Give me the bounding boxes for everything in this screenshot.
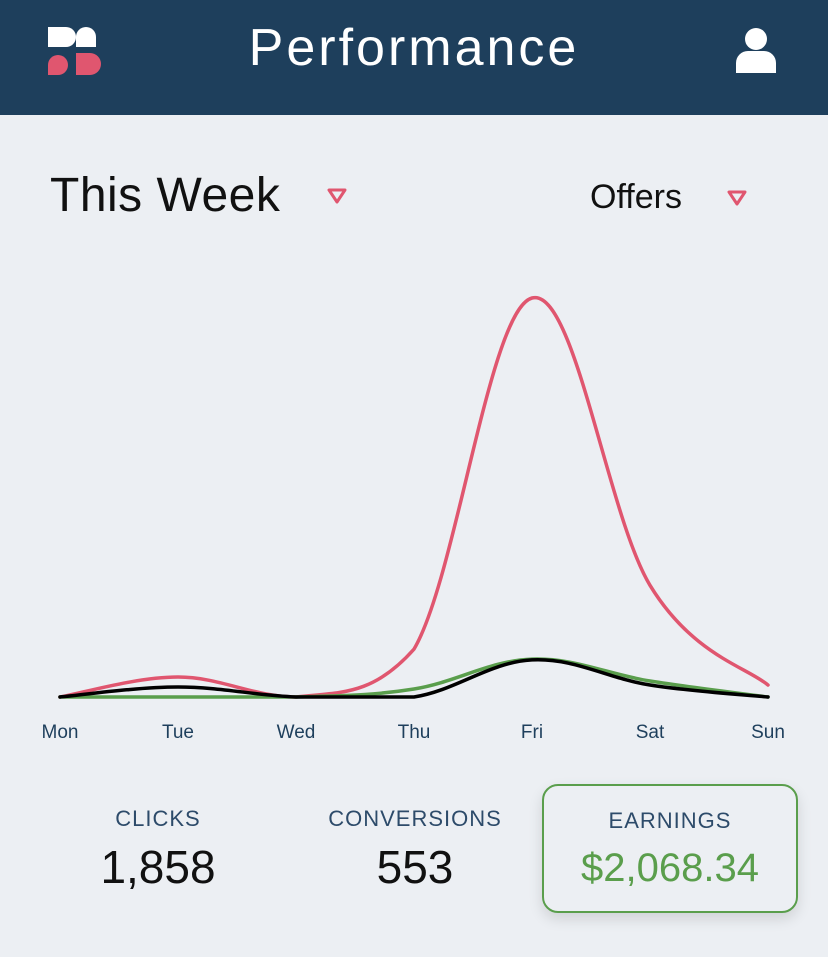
conversions-stat: CONVERSIONS 553 (310, 806, 520, 894)
period-selector-label[interactable]: This Week (50, 169, 281, 222)
x-tick-label: Thu (398, 722, 431, 743)
conversions-value: 553 (376, 841, 454, 893)
earnings-value: $2,068.34 (581, 846, 759, 890)
conversions-label: CONVERSIONS (328, 806, 502, 831)
x-tick-label: Sat (636, 722, 665, 743)
x-tick-label: Wed (277, 722, 316, 743)
series-line-1 (58, 296, 770, 699)
clicks-stat: CLICKS 1,858 (68, 806, 248, 894)
clicks-value: 1,858 (100, 841, 216, 893)
period-dropdown-icon[interactable] (326, 187, 348, 205)
clicks-label: CLICKS (115, 806, 201, 831)
performance-chart: Mon Tue Wed Thu Fri Sat Sun (42, 296, 785, 743)
top-bar: Performance (0, 0, 828, 115)
offers-dropdown-icon[interactable] (726, 189, 748, 207)
x-tick-label: Tue (162, 722, 194, 743)
user-icon[interactable] (734, 27, 778, 73)
app-logo-icon[interactable] (46, 25, 102, 77)
offers-selector-label[interactable]: Offers (590, 178, 682, 216)
series-line-2 (58, 657, 770, 699)
stats-row: CLICKS 1,858 CONVERSIONS 553 EARNINGS $2… (0, 784, 828, 924)
page-title: Performance (248, 19, 580, 77)
series-line-3 (58, 658, 770, 699)
earnings-label: EARNINGS (608, 808, 732, 833)
earnings-card[interactable]: EARNINGS $2,068.34 (542, 784, 798, 913)
filter-row: This Week Offers (0, 160, 828, 240)
x-tick-label: Mon (42, 722, 79, 743)
x-tick-label: Sun (751, 722, 785, 743)
x-tick-label: Fri (521, 722, 543, 743)
